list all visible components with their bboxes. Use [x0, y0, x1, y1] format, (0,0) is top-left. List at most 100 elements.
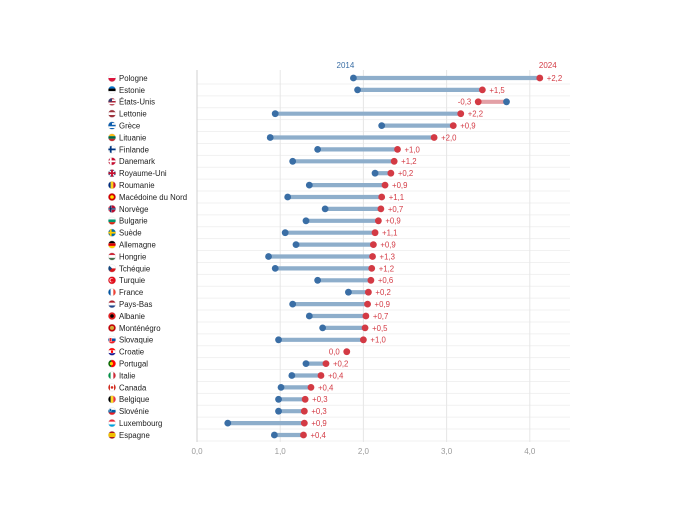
dot-2024: [536, 74, 544, 82]
dot-2014: [350, 74, 357, 82]
change-label: +0,3: [311, 407, 326, 416]
belgium-flag: [108, 395, 116, 404]
uk-flag: [108, 169, 116, 177]
country-label: Danemark: [119, 157, 155, 166]
chart-row: Suède +1,1: [107, 229, 397, 238]
series-header-labels: 2014 2024: [337, 61, 558, 70]
chart-row: Lettonie +2,2: [107, 109, 483, 119]
romania-flag: [108, 181, 116, 189]
x-tick-label: 0,0: [191, 447, 203, 456]
canada-flag: [108, 383, 116, 392]
x-tick-label: 1,0: [275, 447, 287, 456]
dot-2014: [275, 407, 282, 415]
legend-label-2024: 2024: [539, 61, 557, 70]
grid-lines: [196, 70, 570, 442]
dot-2014: [302, 360, 310, 367]
dot-2024: [343, 348, 351, 356]
dot-2014: [314, 276, 322, 284]
dot-2014: [314, 146, 322, 153]
dot-2024: [430, 134, 438, 141]
change-label: -0,3: [458, 98, 471, 107]
x-tick-label: 2,0: [358, 447, 370, 456]
dot-2014: [371, 169, 379, 177]
chart-row: Italie +0,4: [107, 371, 344, 380]
dot-2014: [266, 134, 274, 141]
dot-2024: [300, 407, 308, 415]
chart-row: Allemagne +0,9: [107, 240, 396, 250]
dot-2024: [367, 276, 375, 284]
change-label: +2,0: [441, 133, 457, 142]
change-label: +0,9: [385, 217, 400, 226]
country-label: Pologne: [119, 74, 148, 83]
dot-2014: [305, 312, 313, 320]
change-label: +0,9: [460, 122, 475, 131]
italy-flag: [108, 371, 116, 380]
chart-row: Macédoine du Nord +1,1: [107, 193, 404, 202]
country-label: Luxembourg: [119, 419, 162, 428]
croatia-flag: [108, 347, 116, 356]
denmark-flag: [108, 157, 116, 166]
change-label: +1,1: [389, 193, 404, 202]
poland-flag: [108, 74, 116, 82]
x-tick-label: 4,0: [524, 447, 536, 456]
norway-flag: [108, 205, 116, 213]
change-label: +0,9: [380, 241, 395, 250]
change-label: +2,2: [468, 110, 483, 119]
dot-2024: [457, 110, 465, 118]
lithuania-flag: [108, 133, 116, 142]
france-flag: [108, 288, 116, 297]
chart-row: Lituanie +2,0: [107, 133, 457, 142]
dot-2014: [289, 157, 297, 165]
dot-2024: [449, 122, 457, 129]
change-label: +1,5: [489, 86, 505, 95]
finland-flag: [108, 145, 116, 154]
chart-row: Slovénie +0,3: [107, 407, 327, 416]
change-label: +0,7: [373, 312, 388, 321]
estonia-flag: [108, 86, 116, 94]
change-label: +0,6: [378, 276, 393, 285]
chart-row: Finlande +1,0: [107, 145, 421, 154]
chart-row: Canada +0,4: [107, 383, 334, 392]
country-label: Monténégro: [119, 324, 161, 333]
latvia-flag: [108, 109, 116, 118]
dot-2024: [361, 324, 369, 332]
chart-row: Roumanie +0,9: [107, 181, 407, 190]
country-label: France: [119, 288, 143, 297]
country-label: Albanie: [119, 312, 145, 321]
chart-row: France +0,2: [107, 288, 391, 297]
dot-2024: [307, 384, 315, 391]
x-tick-label: 3,0: [441, 447, 453, 456]
country-label: Turquie: [119, 276, 145, 285]
country-label: Italie: [119, 371, 135, 380]
change-label: +0,2: [375, 288, 390, 297]
chart-row: Slovaquie +1,0: [107, 336, 386, 345]
dot-2024: [387, 169, 395, 177]
chart-row: Estonie +1,5: [107, 86, 505, 95]
dot-2024: [394, 146, 401, 153]
dot-2024: [364, 288, 372, 296]
greece-flag: [108, 121, 116, 130]
chart-row: Bulgarie +0,9: [107, 217, 401, 226]
chart-row: Espagne +0,4: [107, 431, 327, 440]
chart-row: Hongrie +1,3: [107, 252, 395, 261]
x-axis: 0,0 1,0 2,0 3,0 4,0: [191, 447, 535, 456]
chart-row: Monténégro +0,5: [107, 324, 388, 333]
slovenia-flag: [108, 407, 116, 416]
change-label: +0,3: [312, 395, 327, 404]
dot-2014: [292, 241, 300, 249]
country-label: Espagne: [119, 431, 150, 440]
dot-2014: [270, 431, 278, 439]
change-label: +0,2: [333, 360, 348, 369]
country-label: Slovaquie: [119, 336, 153, 345]
germany-flag: [108, 240, 116, 249]
chart-row: Tchéquie +1,2: [107, 264, 394, 273]
netherlands-flag: [108, 300, 116, 308]
country-label: Tchéquie: [119, 264, 150, 273]
change-label: +1,3: [380, 252, 395, 261]
slovakia-flag: [108, 336, 116, 344]
country-label: Lituanie: [119, 133, 146, 142]
change-label: +0,4: [310, 431, 326, 440]
dot-2014: [271, 265, 279, 272]
country-label: Croatie: [119, 348, 144, 357]
chart-row: Albanie +0,7: [107, 312, 388, 321]
